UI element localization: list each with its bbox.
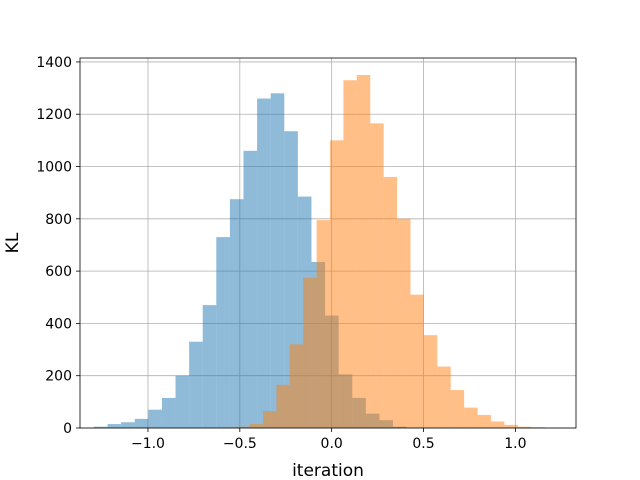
histogram-bar — [289, 344, 304, 428]
y-axis-title: KL — [3, 232, 23, 253]
y-tick-label: 600 — [45, 264, 72, 280]
x-tick-label: 0.0 — [321, 436, 343, 452]
histogram-bars — [93, 74, 545, 429]
histogram-bar — [504, 424, 518, 428]
histogram-bar — [370, 123, 384, 428]
histogram-bar — [397, 218, 411, 428]
histogram-bar — [490, 421, 505, 428]
x-tick-label: 0.5 — [412, 436, 434, 452]
series-1-bars — [236, 74, 545, 429]
histogram-bar — [477, 414, 491, 428]
histogram-bar — [93, 426, 108, 428]
y-tick-label: 1000 — [36, 160, 72, 176]
histogram-bar — [270, 93, 285, 428]
histogram-bar — [262, 411, 277, 428]
y-tick-label: 0 — [63, 421, 72, 437]
histogram-bar — [148, 409, 162, 428]
histogram-bar — [134, 418, 149, 428]
histogram-bar — [161, 397, 176, 428]
histogram-bar — [450, 390, 465, 428]
histogram-bar — [243, 150, 258, 429]
histogram-bar — [356, 74, 371, 429]
axis-ticks: −1.0 −0.5 0.0 0.5 1.0 0 200 400 600 800 1000 1200 14… — [36, 55, 526, 452]
y-tick-label: 1400 — [36, 55, 72, 71]
plot-frame — [79, 57, 577, 429]
histogram-bar — [189, 341, 203, 428]
histogram-bar — [343, 80, 357, 429]
histogram-bar — [410, 294, 424, 428]
histogram-bar — [423, 335, 438, 428]
y-tick-label: 1200 — [36, 107, 72, 123]
histogram-bar — [517, 426, 532, 428]
histogram-bar — [257, 98, 271, 429]
histogram-bar — [107, 424, 122, 428]
x-tick-label: −0.5 — [223, 436, 257, 452]
histogram-bar — [216, 237, 230, 428]
histogram-bar — [330, 140, 344, 428]
histogram-bar — [229, 199, 244, 428]
y-tick-label: 200 — [45, 369, 72, 385]
y-tick-label: 400 — [45, 316, 72, 332]
histogram-bar — [464, 407, 478, 428]
histogram-bar — [316, 220, 331, 428]
x-axis-title: iteration — [292, 461, 364, 480]
histogram-bar — [236, 426, 250, 428]
histogram-bar — [276, 384, 290, 428]
y-tick-label: 800 — [45, 212, 72, 228]
histogram-bar — [437, 366, 451, 428]
histogram-bar — [303, 277, 317, 428]
histogram-bar — [121, 422, 135, 428]
histogram-bar — [202, 305, 217, 428]
histogram-bar — [383, 176, 398, 428]
histogram-bar — [249, 424, 263, 428]
x-tick-label: −1.0 — [131, 436, 165, 452]
histogram-bar — [175, 375, 190, 428]
x-tick-label: 1.0 — [504, 436, 526, 452]
